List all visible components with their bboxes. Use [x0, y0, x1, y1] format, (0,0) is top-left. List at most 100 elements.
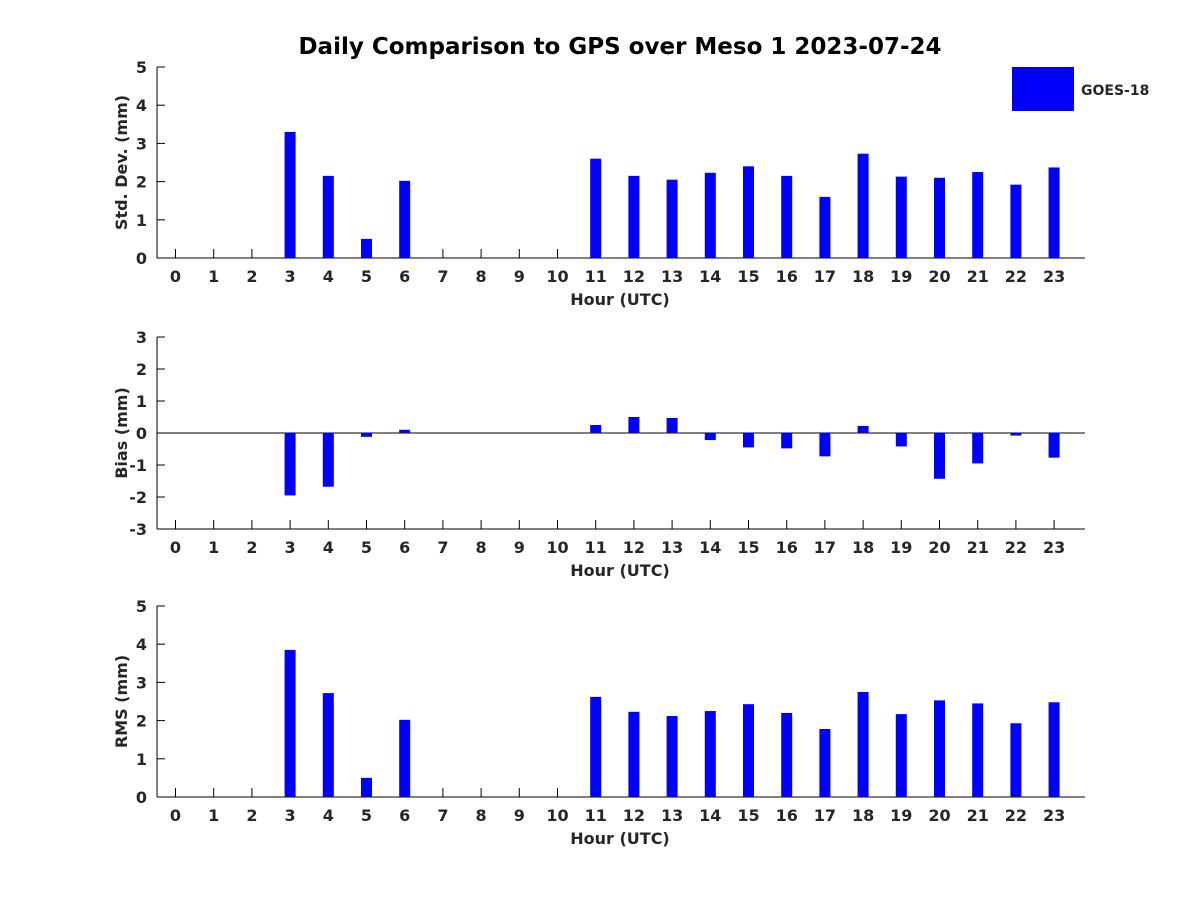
bar-hour-16 [781, 712, 793, 797]
y-tick-label: 2 [136, 712, 147, 731]
y-tick-label: 3 [136, 134, 147, 153]
bar-hour-19 [895, 433, 907, 447]
y-tick-label: 3 [136, 328, 147, 347]
x-tick-label: 13 [661, 267, 683, 286]
bar-hour-5 [361, 777, 372, 797]
y-axis-label: Std. Dev. (mm) [112, 95, 131, 230]
bar-hour-22 [1010, 723, 1022, 797]
x-tick-label: 16 [776, 538, 798, 557]
bar-hour-4 [322, 433, 334, 487]
x-tick-label: 11 [585, 806, 607, 825]
x-tick-label: 3 [285, 538, 296, 557]
bar-hour-11 [590, 158, 602, 258]
x-tick-label: 13 [661, 806, 683, 825]
bar-hour-12 [628, 175, 640, 258]
bar-hour-20 [934, 433, 945, 479]
x-tick-label: 22 [1005, 806, 1027, 825]
x-tick-label: 12 [623, 538, 645, 557]
x-tick-label: 23 [1043, 267, 1065, 286]
y-tick-label: 2 [136, 360, 147, 379]
bar-hour-5 [361, 238, 372, 258]
bar-hour-11 [590, 696, 602, 797]
x-tick-label: 10 [546, 267, 568, 286]
bar-hour-18 [857, 691, 869, 797]
x-tick-label: 21 [967, 538, 989, 557]
bar-hour-17 [819, 729, 831, 797]
legend-swatch [1012, 67, 1074, 111]
x-tick-label: 19 [890, 538, 912, 557]
x-tick-label: 5 [361, 806, 372, 825]
y-tick-label: -3 [129, 520, 147, 539]
x-axis-label: Hour (UTC) [570, 561, 670, 580]
bar-hour-4 [322, 693, 334, 797]
y-axis-label: RMS (mm) [112, 655, 131, 748]
bar-hour-22 [1010, 433, 1022, 436]
x-tick-label: 3 [285, 806, 296, 825]
bar-hour-6 [399, 180, 411, 258]
bar-hour-20 [934, 700, 945, 797]
bar-hour-13 [666, 179, 678, 258]
x-tick-label: 0 [170, 538, 181, 557]
x-tick-label: 12 [623, 267, 645, 286]
x-tick-label: 5 [361, 267, 372, 286]
x-tick-label: 9 [514, 806, 525, 825]
bar-hour-3 [284, 649, 296, 797]
x-tick-label: 6 [399, 267, 410, 286]
x-tick-label: 23 [1043, 806, 1065, 825]
bar-hour-23 [1048, 167, 1060, 258]
y-tick-label: 3 [136, 673, 147, 692]
x-tick-label: 18 [852, 538, 874, 557]
x-tick-label: 1 [208, 806, 219, 825]
y-tick-label: 0 [136, 424, 147, 443]
x-tick-label: 3 [285, 267, 296, 286]
y-tick-label: 1 [136, 750, 147, 769]
bar-hour-21 [972, 433, 984, 464]
x-tick-label: 9 [514, 267, 525, 286]
chart-title: Daily Comparison to GPS over Meso 1 2023… [298, 34, 941, 60]
bar-hour-11 [590, 425, 602, 433]
x-tick-label: 23 [1043, 538, 1065, 557]
y-tick-label: 5 [136, 597, 147, 616]
bar-hour-15 [743, 166, 754, 258]
x-tick-label: 0 [170, 267, 181, 286]
x-tick-label: 8 [476, 267, 487, 286]
y-tick-label: 5 [136, 58, 147, 77]
bar-hour-6 [399, 429, 411, 433]
x-tick-label: 7 [437, 538, 448, 557]
x-tick-label: 16 [776, 267, 798, 286]
bar-hour-12 [628, 711, 640, 797]
bar-hour-23 [1048, 702, 1060, 797]
x-tick-label: 0 [170, 806, 181, 825]
bar-hour-20 [934, 177, 945, 258]
x-tick-label: 7 [437, 806, 448, 825]
x-axis-label: Hour (UTC) [570, 290, 670, 309]
y-tick-label: 2 [136, 173, 147, 192]
x-tick-label: 15 [737, 806, 759, 825]
bar-hour-18 [857, 425, 869, 433]
x-tick-label: 14 [699, 806, 721, 825]
x-tick-label: 1 [208, 267, 219, 286]
y-tick-label: -2 [129, 488, 147, 507]
x-tick-label: 21 [967, 806, 989, 825]
y-tick-label: -1 [129, 456, 147, 475]
x-tick-label: 4 [323, 806, 334, 825]
x-tick-label: 20 [928, 267, 950, 286]
x-tick-label: 22 [1005, 267, 1027, 286]
bar-hour-16 [781, 175, 793, 258]
x-tick-label: 21 [967, 267, 989, 286]
x-tick-label: 5 [361, 538, 372, 557]
bar-hour-3 [284, 131, 296, 258]
x-tick-label: 18 [852, 806, 874, 825]
x-tick-label: 20 [928, 806, 950, 825]
bar-hour-14 [704, 711, 716, 797]
y-tick-label: 4 [136, 96, 147, 115]
x-tick-label: 7 [437, 267, 448, 286]
x-tick-label: 2 [246, 538, 257, 557]
x-tick-label: 1 [208, 538, 219, 557]
x-tick-label: 6 [399, 538, 410, 557]
bar-hour-18 [857, 153, 869, 258]
